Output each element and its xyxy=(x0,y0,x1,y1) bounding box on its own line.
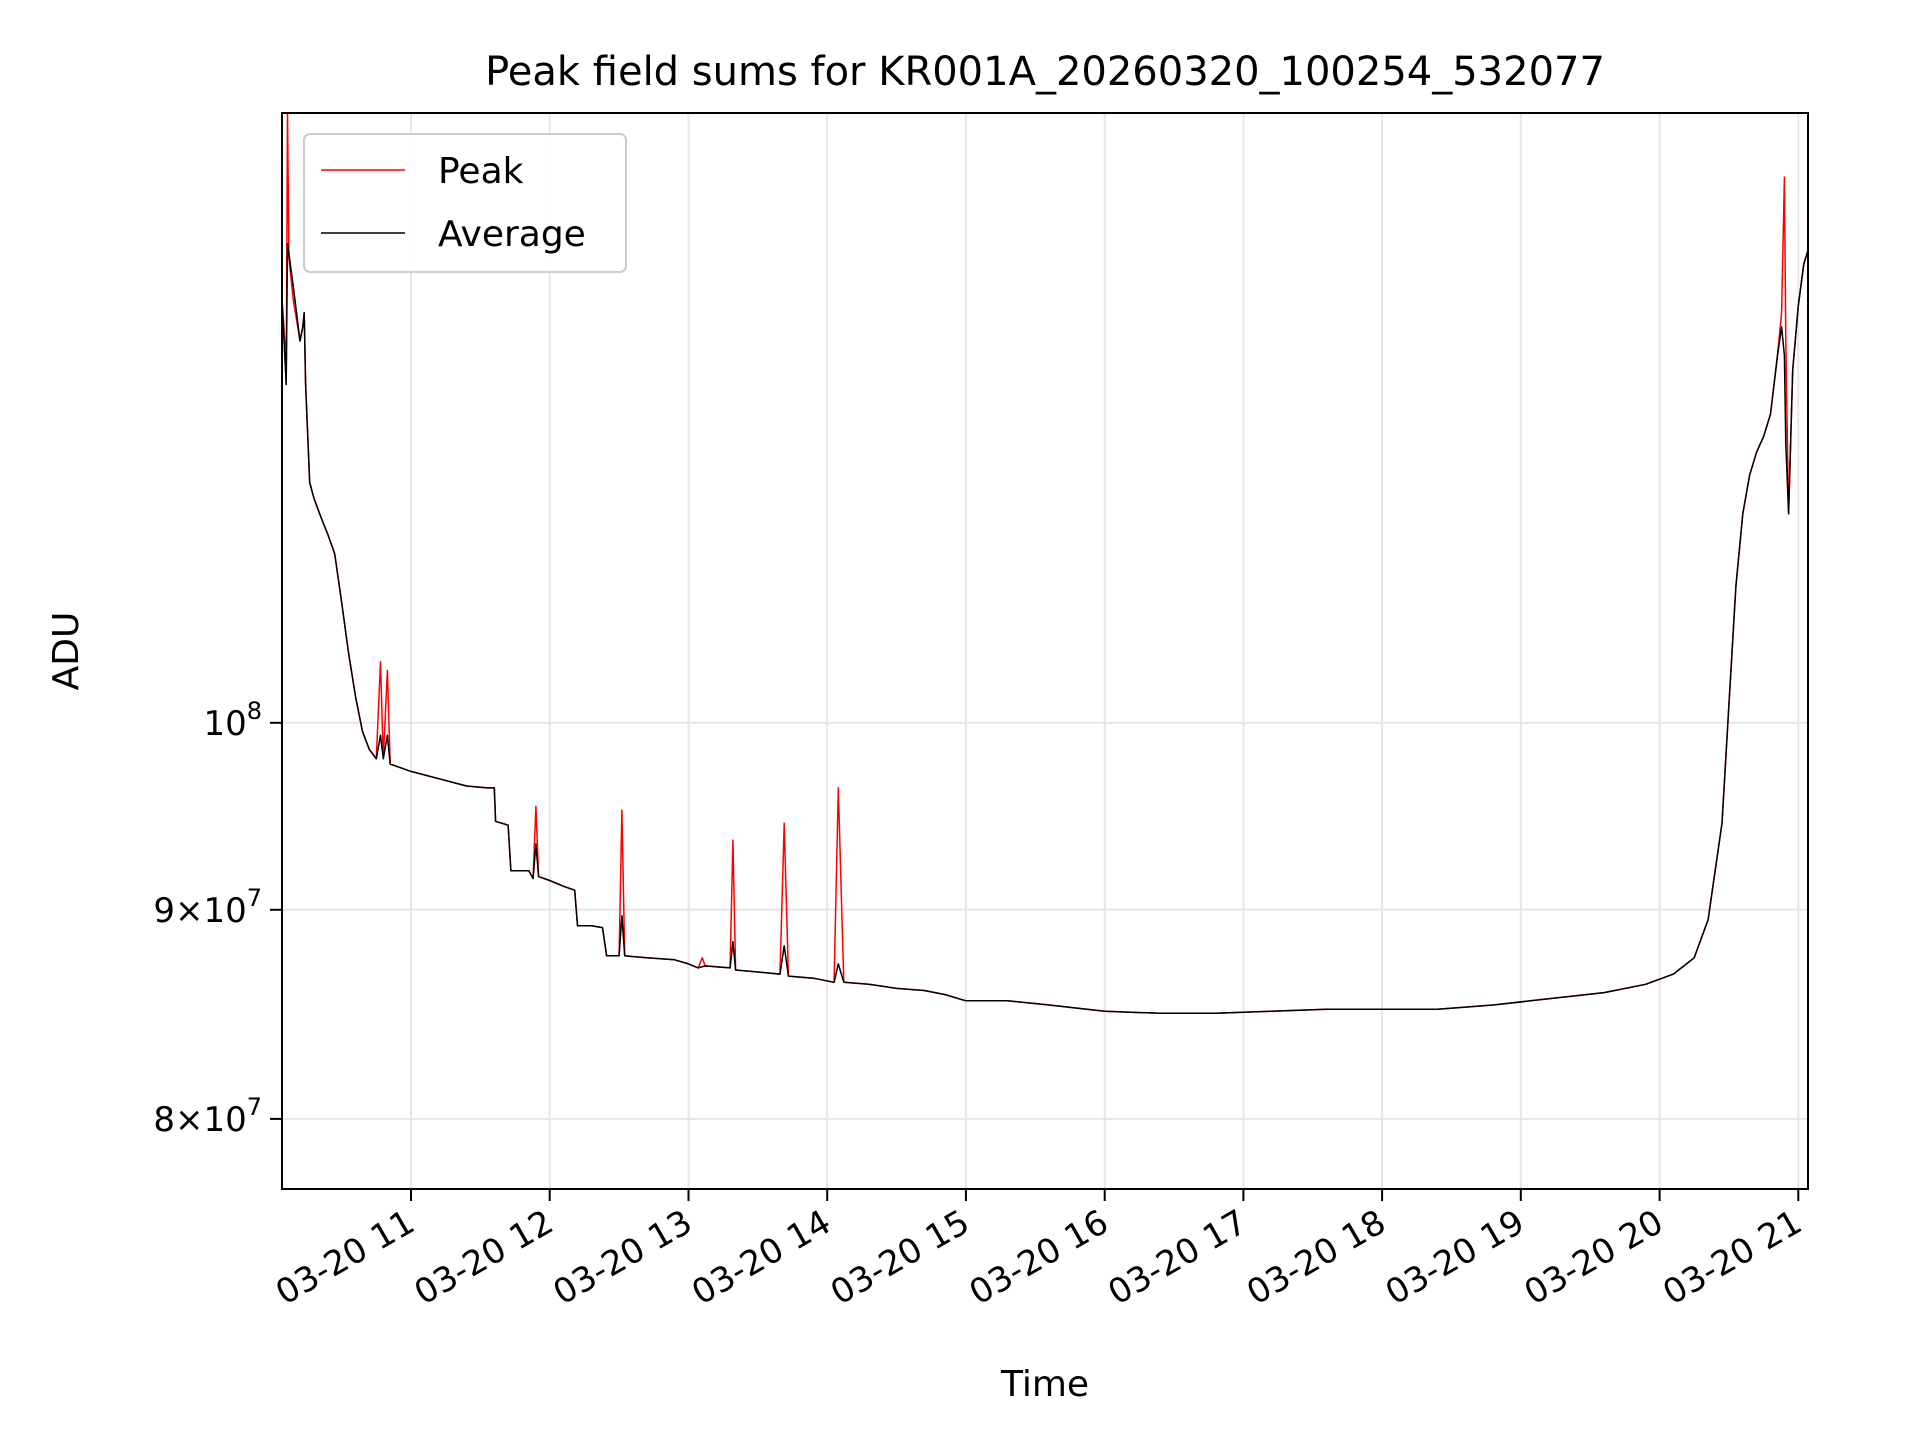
legend-label-average: Average xyxy=(438,214,586,255)
series-line-average xyxy=(282,242,1808,1015)
x-axis-label: Time xyxy=(1000,1364,1089,1405)
plot-frame xyxy=(281,112,1809,1190)
legend-label-peak: Peak xyxy=(438,151,524,192)
grid xyxy=(282,113,1808,1189)
plot-lines xyxy=(282,113,1808,1015)
legend: Peak Average xyxy=(303,133,627,273)
chart-title: Peak field sums for KR001A_20260320_1002… xyxy=(485,49,1605,95)
legend-box xyxy=(303,133,627,273)
y-tick-label: 9×107 xyxy=(153,884,262,931)
y-tick-label: 8×107 xyxy=(153,1093,262,1140)
y-axis-label: ADU xyxy=(46,612,87,691)
